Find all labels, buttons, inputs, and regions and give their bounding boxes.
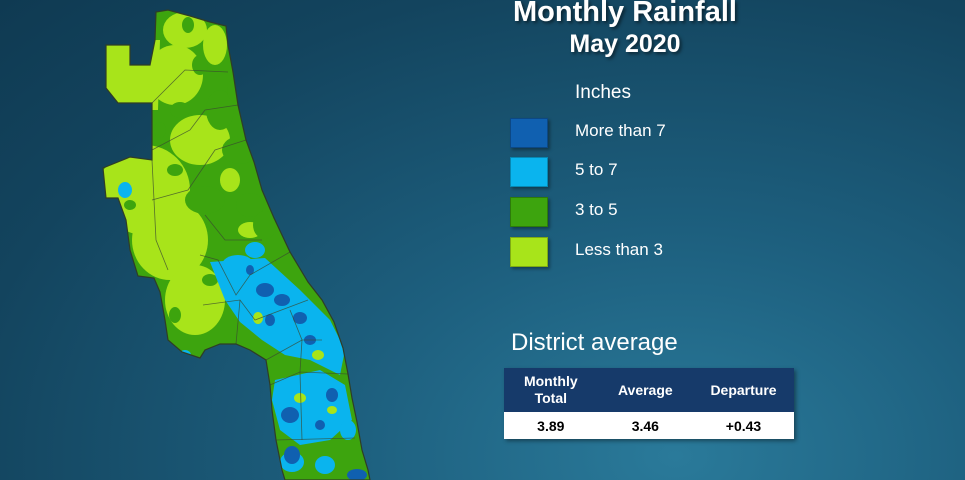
rainfall-zone-3-to-5 [169, 307, 181, 323]
rainfall-zone-3-to-5 [192, 55, 208, 75]
rainfall-zone-3-to-5 [154, 122, 166, 138]
legend-swatch [510, 197, 548, 227]
rainfall-zone-more-than-7 [281, 407, 299, 423]
rainfall-zone-more-than-7 [284, 446, 300, 464]
rainfall-zone-3-to-5 [253, 211, 277, 239]
rainfall-zone-more-than-7 [315, 420, 325, 430]
legend-swatch [510, 157, 548, 187]
legend-swatch [510, 237, 548, 267]
rainfall-zone-more-than-7 [256, 283, 274, 297]
county-boundary [151, 104, 239, 151]
header-average: Average [597, 368, 694, 412]
table-header-row: Monthly Total Average Departure [504, 368, 794, 412]
rainfall-zone-5-to-7 [118, 182, 132, 198]
rainfall-zone-more-than-7 [246, 265, 254, 275]
legend-label: 5 to 7 [575, 160, 618, 179]
rainfall-zone-more-than-7 [293, 312, 307, 324]
header-monthly-total: Monthly Total [504, 368, 598, 412]
legend-label: More than 7 [575, 121, 666, 140]
county-boundary [275, 437, 356, 441]
district-average-title: District average [511, 329, 678, 356]
rainfall-zone-less-than-3 [147, 45, 203, 105]
table-row: 3.89 3.46 +0.43 [504, 412, 794, 439]
legend-label: 3 to 5 [575, 200, 618, 219]
value-average: 3.46 [597, 412, 694, 439]
rainfall-map [102, 9, 371, 480]
county-boundary [289, 309, 303, 373]
rainfall-zone-3-to-5 [236, 193, 264, 217]
rainfall-zone-less-than-3 [294, 393, 306, 403]
district-average-table: Monthly Total Average Departure 3.89 3.4… [504, 368, 794, 439]
rainfall-zone-3-to-5 [185, 186, 225, 214]
county-boundary [151, 159, 169, 271]
legend-title: Inches [575, 82, 631, 103]
county-boundary [151, 139, 247, 201]
rainfall-zone-less-than-3 [132, 200, 208, 280]
rainfall-zone-5-to-7 [210, 258, 345, 375]
header-departure: Departure [693, 368, 794, 412]
rainfall-zone-more-than-7 [274, 294, 290, 306]
rainfall-zone-3-to-5 [170, 102, 190, 118]
county-boundary [202, 299, 309, 321]
rainfall-zone-less-than-3 [312, 350, 324, 360]
rainfall-zone-3-to-5 [182, 17, 194, 33]
rainfall-zone-3-to-5 [206, 90, 234, 130]
rainfall-zone-3-to-5 [124, 200, 136, 210]
legend-label: Less than 3 [575, 240, 663, 259]
value-departure: +0.43 [693, 412, 794, 439]
rainfall-zone-more-than-7 [326, 388, 338, 402]
legend-swatch [510, 118, 548, 148]
rainfall-zone-3-to-5 [167, 164, 183, 176]
rainfall-zone-less-than-3 [327, 406, 337, 414]
map-subtitle: May 2020 [569, 30, 681, 58]
county-boundary [204, 214, 262, 241]
county-boundary [151, 69, 229, 104]
county-boundary [299, 371, 303, 441]
rainfall-zone-less-than-3 [253, 312, 263, 324]
rainfall-zone-more-than-7 [347, 469, 367, 480]
rainfall-zone-more-than-7 [265, 314, 275, 326]
rainfall-zone-less-than-3 [203, 25, 227, 65]
rainfall-zone-5-to-7 [315, 456, 335, 474]
rainfall-zone-3-to-5 [202, 274, 218, 286]
county-boundary [235, 299, 241, 345]
value-monthly-total: 3.89 [504, 412, 598, 439]
map-title: Monthly Rainfall [513, 0, 737, 28]
rainfall-zone-5-to-7 [340, 420, 356, 440]
rainfall-zone-5-to-7 [245, 242, 265, 258]
rainfall-zone-less-than-3 [220, 168, 240, 192]
county-boundary [199, 251, 291, 296]
